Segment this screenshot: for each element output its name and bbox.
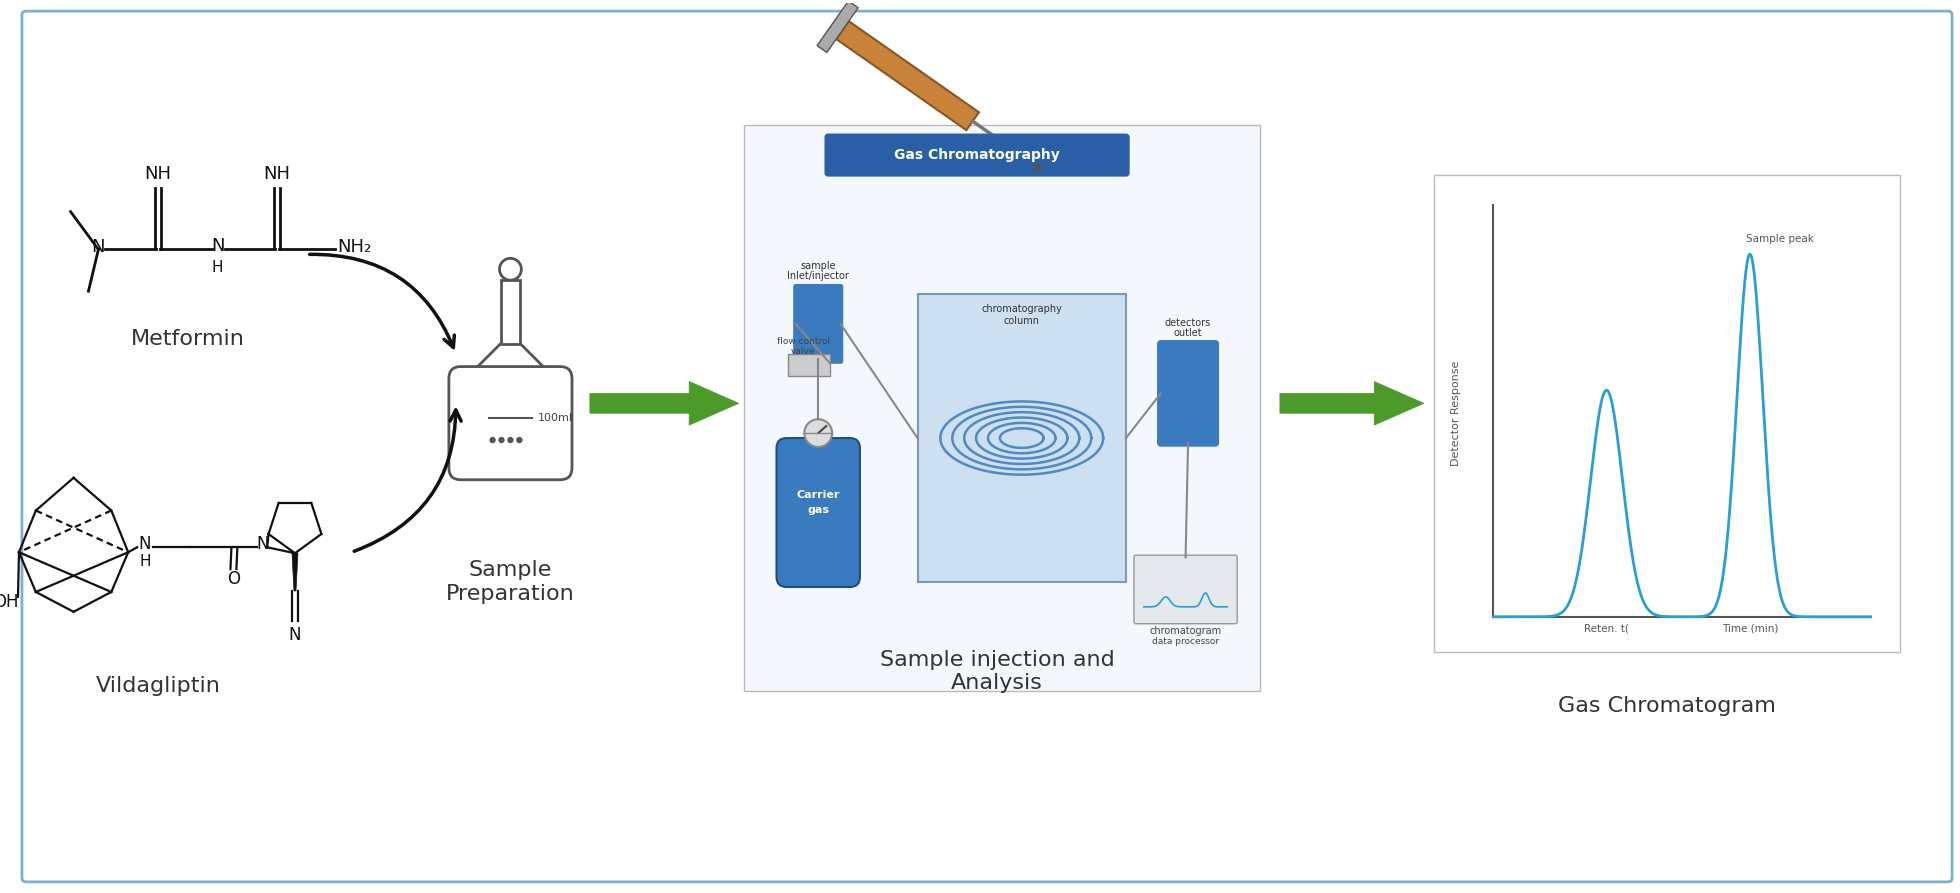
Text: Gas Chromatography: Gas Chromatography [894,148,1060,163]
Circle shape [500,258,521,280]
Text: Sample peak: Sample peak [1746,234,1813,245]
FancyBboxPatch shape [1135,555,1237,623]
Text: Carrier: Carrier [796,489,841,499]
Polygon shape [1280,381,1423,425]
Text: gas: gas [808,505,829,514]
FancyBboxPatch shape [449,366,572,480]
Text: Metformin: Metformin [131,329,245,349]
Text: N: N [257,535,269,554]
Text: N: N [288,626,302,644]
Text: column: column [1004,316,1039,326]
Text: detectors: detectors [1164,318,1211,328]
Text: sample: sample [800,261,837,271]
Bar [788,354,831,376]
Text: H: H [139,554,151,569]
Polygon shape [817,1,858,53]
Text: H: H [212,260,223,275]
Text: Vildagliptin: Vildagliptin [96,676,220,697]
Text: NH: NH [263,165,290,183]
Text: 100ml: 100ml [539,413,572,423]
Text: chromatogram: chromatogram [1149,626,1221,636]
Text: Gas Chromatogram: Gas Chromatogram [1558,697,1776,716]
Text: outlet: outlet [1174,328,1201,338]
Polygon shape [837,21,978,130]
Text: Time (min): Time (min) [1721,623,1778,634]
Polygon shape [461,344,561,383]
Text: OH: OH [0,593,20,611]
Text: NH₂: NH₂ [337,238,372,256]
Bar [500,280,519,344]
Text: Sample
Preparation: Sample Preparation [447,561,574,604]
Circle shape [804,419,833,447]
Text: Inlet/injector: Inlet/injector [788,271,849,280]
FancyBboxPatch shape [22,11,1952,882]
Text: N: N [212,238,223,255]
Bar [917,294,1125,582]
Circle shape [490,438,496,443]
FancyBboxPatch shape [794,285,843,363]
Bar [1435,175,1901,652]
Text: Sample injection and
Analysis: Sample injection and Analysis [880,650,1115,693]
Circle shape [500,438,504,443]
Text: flow control: flow control [776,337,829,346]
Text: Reten. t(: Reten. t( [1584,623,1629,634]
Text: chromatography: chromatography [982,304,1062,314]
Text: N: N [92,238,106,256]
Text: data processor: data processor [1152,637,1219,646]
Text: NH: NH [145,165,171,183]
Text: N: N [139,535,151,554]
Text: valve: valve [792,346,815,355]
Text: O: O [227,570,239,588]
FancyBboxPatch shape [1158,341,1219,446]
FancyBboxPatch shape [825,134,1129,176]
Circle shape [517,438,521,443]
Circle shape [508,438,514,443]
Bar [743,125,1260,691]
Text: Detector Response: Detector Response [1450,361,1460,466]
Polygon shape [292,554,298,591]
Polygon shape [590,381,739,425]
FancyBboxPatch shape [776,438,860,587]
